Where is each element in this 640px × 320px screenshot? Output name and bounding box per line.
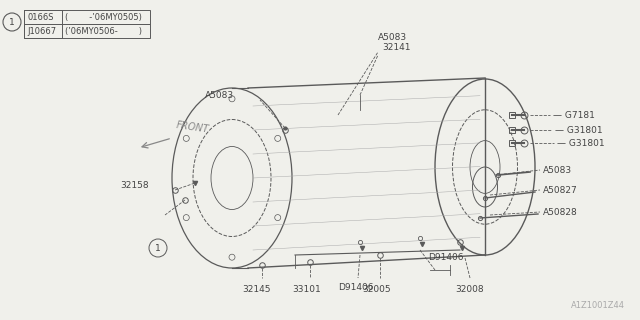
Text: 32158: 32158 — [120, 180, 148, 189]
Text: FRONT: FRONT — [175, 120, 209, 135]
Text: 33101: 33101 — [292, 285, 321, 294]
Bar — [24, 24, 150, 38]
Bar — [24, 24, 62, 38]
Text: A50828: A50828 — [543, 207, 578, 217]
Text: A5083: A5083 — [543, 165, 572, 174]
Text: 32141: 32141 — [382, 43, 410, 52]
Text: (’06MY0506-        ): (’06MY0506- ) — [65, 27, 142, 36]
Text: A1Z1001Z44: A1Z1001Z44 — [571, 301, 625, 310]
Text: 1: 1 — [9, 18, 15, 27]
Text: J10667: J10667 — [27, 27, 56, 36]
Text: D91406: D91406 — [428, 253, 463, 262]
Bar — [24, 10, 150, 24]
Text: A5083: A5083 — [378, 33, 407, 42]
Text: 32145: 32145 — [242, 285, 271, 294]
Text: (        -’06MY0505): ( -’06MY0505) — [65, 12, 142, 21]
Text: A5083: A5083 — [205, 91, 234, 100]
Text: 0166S: 0166S — [27, 12, 54, 21]
Text: A50827: A50827 — [543, 186, 578, 195]
Text: 1: 1 — [155, 244, 161, 252]
Text: — G7181: — G7181 — [553, 110, 595, 119]
Text: — G31801: — G31801 — [557, 139, 605, 148]
Text: 32008: 32008 — [455, 285, 484, 294]
Text: 32005: 32005 — [362, 285, 390, 294]
Text: D91406: D91406 — [338, 283, 374, 292]
Bar — [24, 10, 62, 24]
Text: — G31801: — G31801 — [555, 125, 603, 134]
